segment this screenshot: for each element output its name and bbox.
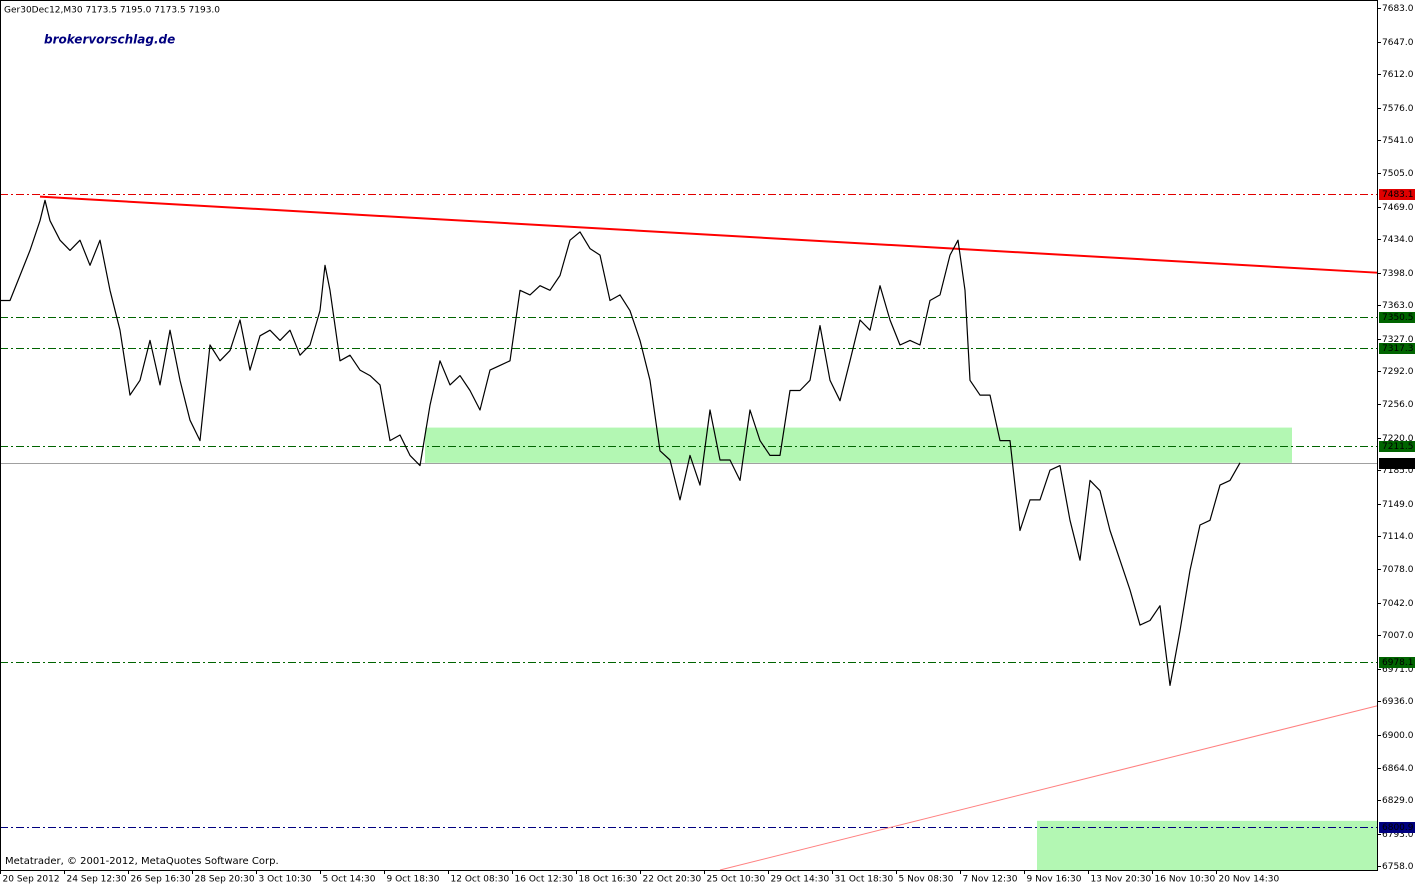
x-tick-label: 26 Sep 16:30	[131, 875, 191, 885]
y-tick-label: 7363.0	[1382, 301, 1414, 311]
x-tick-label: 12 Oct 08:30	[451, 875, 510, 885]
footer: Metatrader, © 2001-2012, MetaQuotes Soft…	[5, 856, 279, 867]
level-label: 7483.1	[1382, 190, 1414, 200]
level-label-box	[1379, 441, 1415, 452]
x-tick-label: 9 Oct 18:30	[387, 875, 440, 885]
zone	[1037, 820, 1377, 870]
x-tick-label: 22 Oct 20:30	[643, 875, 702, 885]
x-tick-label: 9 Nov 16:30	[1027, 875, 1082, 885]
x-tick-label: 5 Oct 14:30	[323, 875, 376, 885]
y-tick-label: 6900.0	[1382, 731, 1414, 741]
y-tick-label: 7292.0	[1382, 367, 1414, 377]
y-tick-label: 7398.0	[1382, 269, 1414, 279]
level-label: 7193.0	[1382, 459, 1414, 469]
plot-frame	[0, 0, 1378, 871]
level-label-box	[1379, 458, 1415, 469]
y-tick-label: 7327.0	[1382, 335, 1414, 345]
x-tick-label: 16 Oct 12:30	[515, 875, 574, 885]
x-tick-label: 29 Oct 14:30	[771, 875, 830, 885]
x-tick-label: 18 Oct 16:30	[579, 875, 638, 885]
x-tick-label: 3 Oct 10:30	[259, 875, 312, 885]
y-tick-label: 7683.0	[1382, 4, 1414, 14]
trendline	[719, 705, 1378, 871]
x-tick-label: 5 Nov 08:30	[899, 875, 954, 885]
level-label: 7211.5	[1382, 442, 1414, 452]
level-label: 6978.1	[1382, 658, 1414, 668]
watermark: brokervorschlag.de	[44, 33, 175, 47]
y-tick-label: 7220.0	[1382, 434, 1414, 444]
x-tick-label: 7 Nov 12:30	[963, 875, 1018, 885]
y-tick-label: 6793.0	[1382, 830, 1414, 840]
y-tick-label: 6936.0	[1382, 697, 1414, 707]
x-tick-label: 20 Sep 2012	[3, 875, 60, 885]
x-tick-label: 31 Oct 18:30	[835, 875, 894, 885]
level-label: 6800.9	[1382, 823, 1414, 833]
chart-title: Ger30Dec12,M30 7173.5 7195.0 7173.5 7193…	[4, 6, 220, 16]
x-tick-label: 13 Nov 20:30	[1091, 875, 1152, 885]
y-tick-label: 7647.0	[1382, 38, 1414, 48]
zone	[425, 427, 1292, 463]
level-label-box	[1379, 312, 1415, 323]
level-label: 7350.5	[1382, 313, 1414, 323]
trendline	[39, 195, 1378, 274]
y-tick-label: 7042.0	[1382, 599, 1414, 609]
level-label: 7317.3	[1382, 344, 1414, 354]
x-tick-label: 24 Sep 12:30	[67, 875, 127, 885]
y-tick-label: 6971.0	[1382, 665, 1414, 675]
y-tick-label: 7612.0	[1382, 70, 1414, 80]
level-label-box	[1379, 657, 1415, 668]
y-tick-label: 6829.0	[1382, 796, 1414, 806]
y-tick-label: 7434.0	[1382, 235, 1414, 245]
x-tick-label: 16 Nov 10:30	[1155, 875, 1216, 885]
y-tick-label: 7114.0	[1382, 532, 1414, 542]
y-tick-label: 7256.0	[1382, 400, 1414, 410]
y-tick-label: 7078.0	[1382, 565, 1414, 575]
y-tick-label: 7505.0	[1382, 169, 1414, 179]
x-tick-label: 20 Nov 14:30	[1219, 875, 1280, 885]
y-tick-label: 7541.0	[1382, 136, 1414, 146]
y-tick-label: 7007.0	[1382, 631, 1414, 641]
y-tick-label: 7185.0	[1382, 466, 1414, 476]
x-tick-label: 28 Sep 20:30	[195, 875, 255, 885]
y-tick-label: 7469.0	[1382, 203, 1414, 213]
level-label-box	[1379, 822, 1415, 833]
y-tick-label: 6864.0	[1382, 764, 1414, 774]
price-line	[0, 199, 1241, 686]
y-tick-label: 6758.0	[1382, 862, 1414, 872]
level-label-box	[1379, 343, 1415, 354]
x-tick-label: 25 Oct 10:30	[707, 875, 766, 885]
y-tick-label: 7149.0	[1382, 500, 1414, 510]
y-tick-label: 7576.0	[1382, 104, 1414, 114]
level-label-box	[1379, 189, 1415, 200]
